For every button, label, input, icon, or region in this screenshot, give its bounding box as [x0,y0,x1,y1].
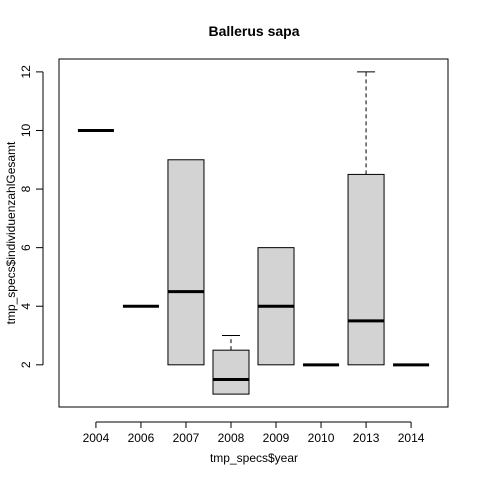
box-rect [347,173,385,366]
y-tick-label: 10 [19,123,33,137]
boxes-group [77,71,430,395]
plot-frame [58,58,449,408]
x-tick-label: 2006 [128,431,155,445]
x-tick-label: 2007 [173,431,200,445]
box-rect [212,349,250,395]
x-tick-label: 2009 [263,431,290,445]
x-axis: 2004 2006 2007 2008 2009 2010 2013 2014 [83,421,425,445]
box-2009 [257,247,295,366]
x-tick-label: 2013 [353,431,380,445]
box-rect [167,159,205,366]
box-2013 [347,71,385,366]
y-tick-label: 4 [19,303,33,310]
chart-title: Ballerus sapa [208,23,299,39]
x-tick-label: 2010 [308,431,335,445]
y-axis: 2 4 6 8 10 12 [19,65,44,368]
y-tick-label: 6 [19,244,33,251]
y-axis-label: tmp_specs$individuenzahlGesamt [4,141,18,324]
x-tick-label: 2014 [398,431,425,445]
x-tick-label: 2008 [218,431,245,445]
y-tick-label: 12 [19,65,33,79]
box-2008 [212,335,250,395]
box-2007 [167,159,205,366]
x-axis-label: tmp_specs$year [210,451,298,465]
y-tick-label: 8 [19,185,33,192]
y-tick-label: 2 [19,361,33,368]
x-tick-label: 2004 [83,431,110,445]
